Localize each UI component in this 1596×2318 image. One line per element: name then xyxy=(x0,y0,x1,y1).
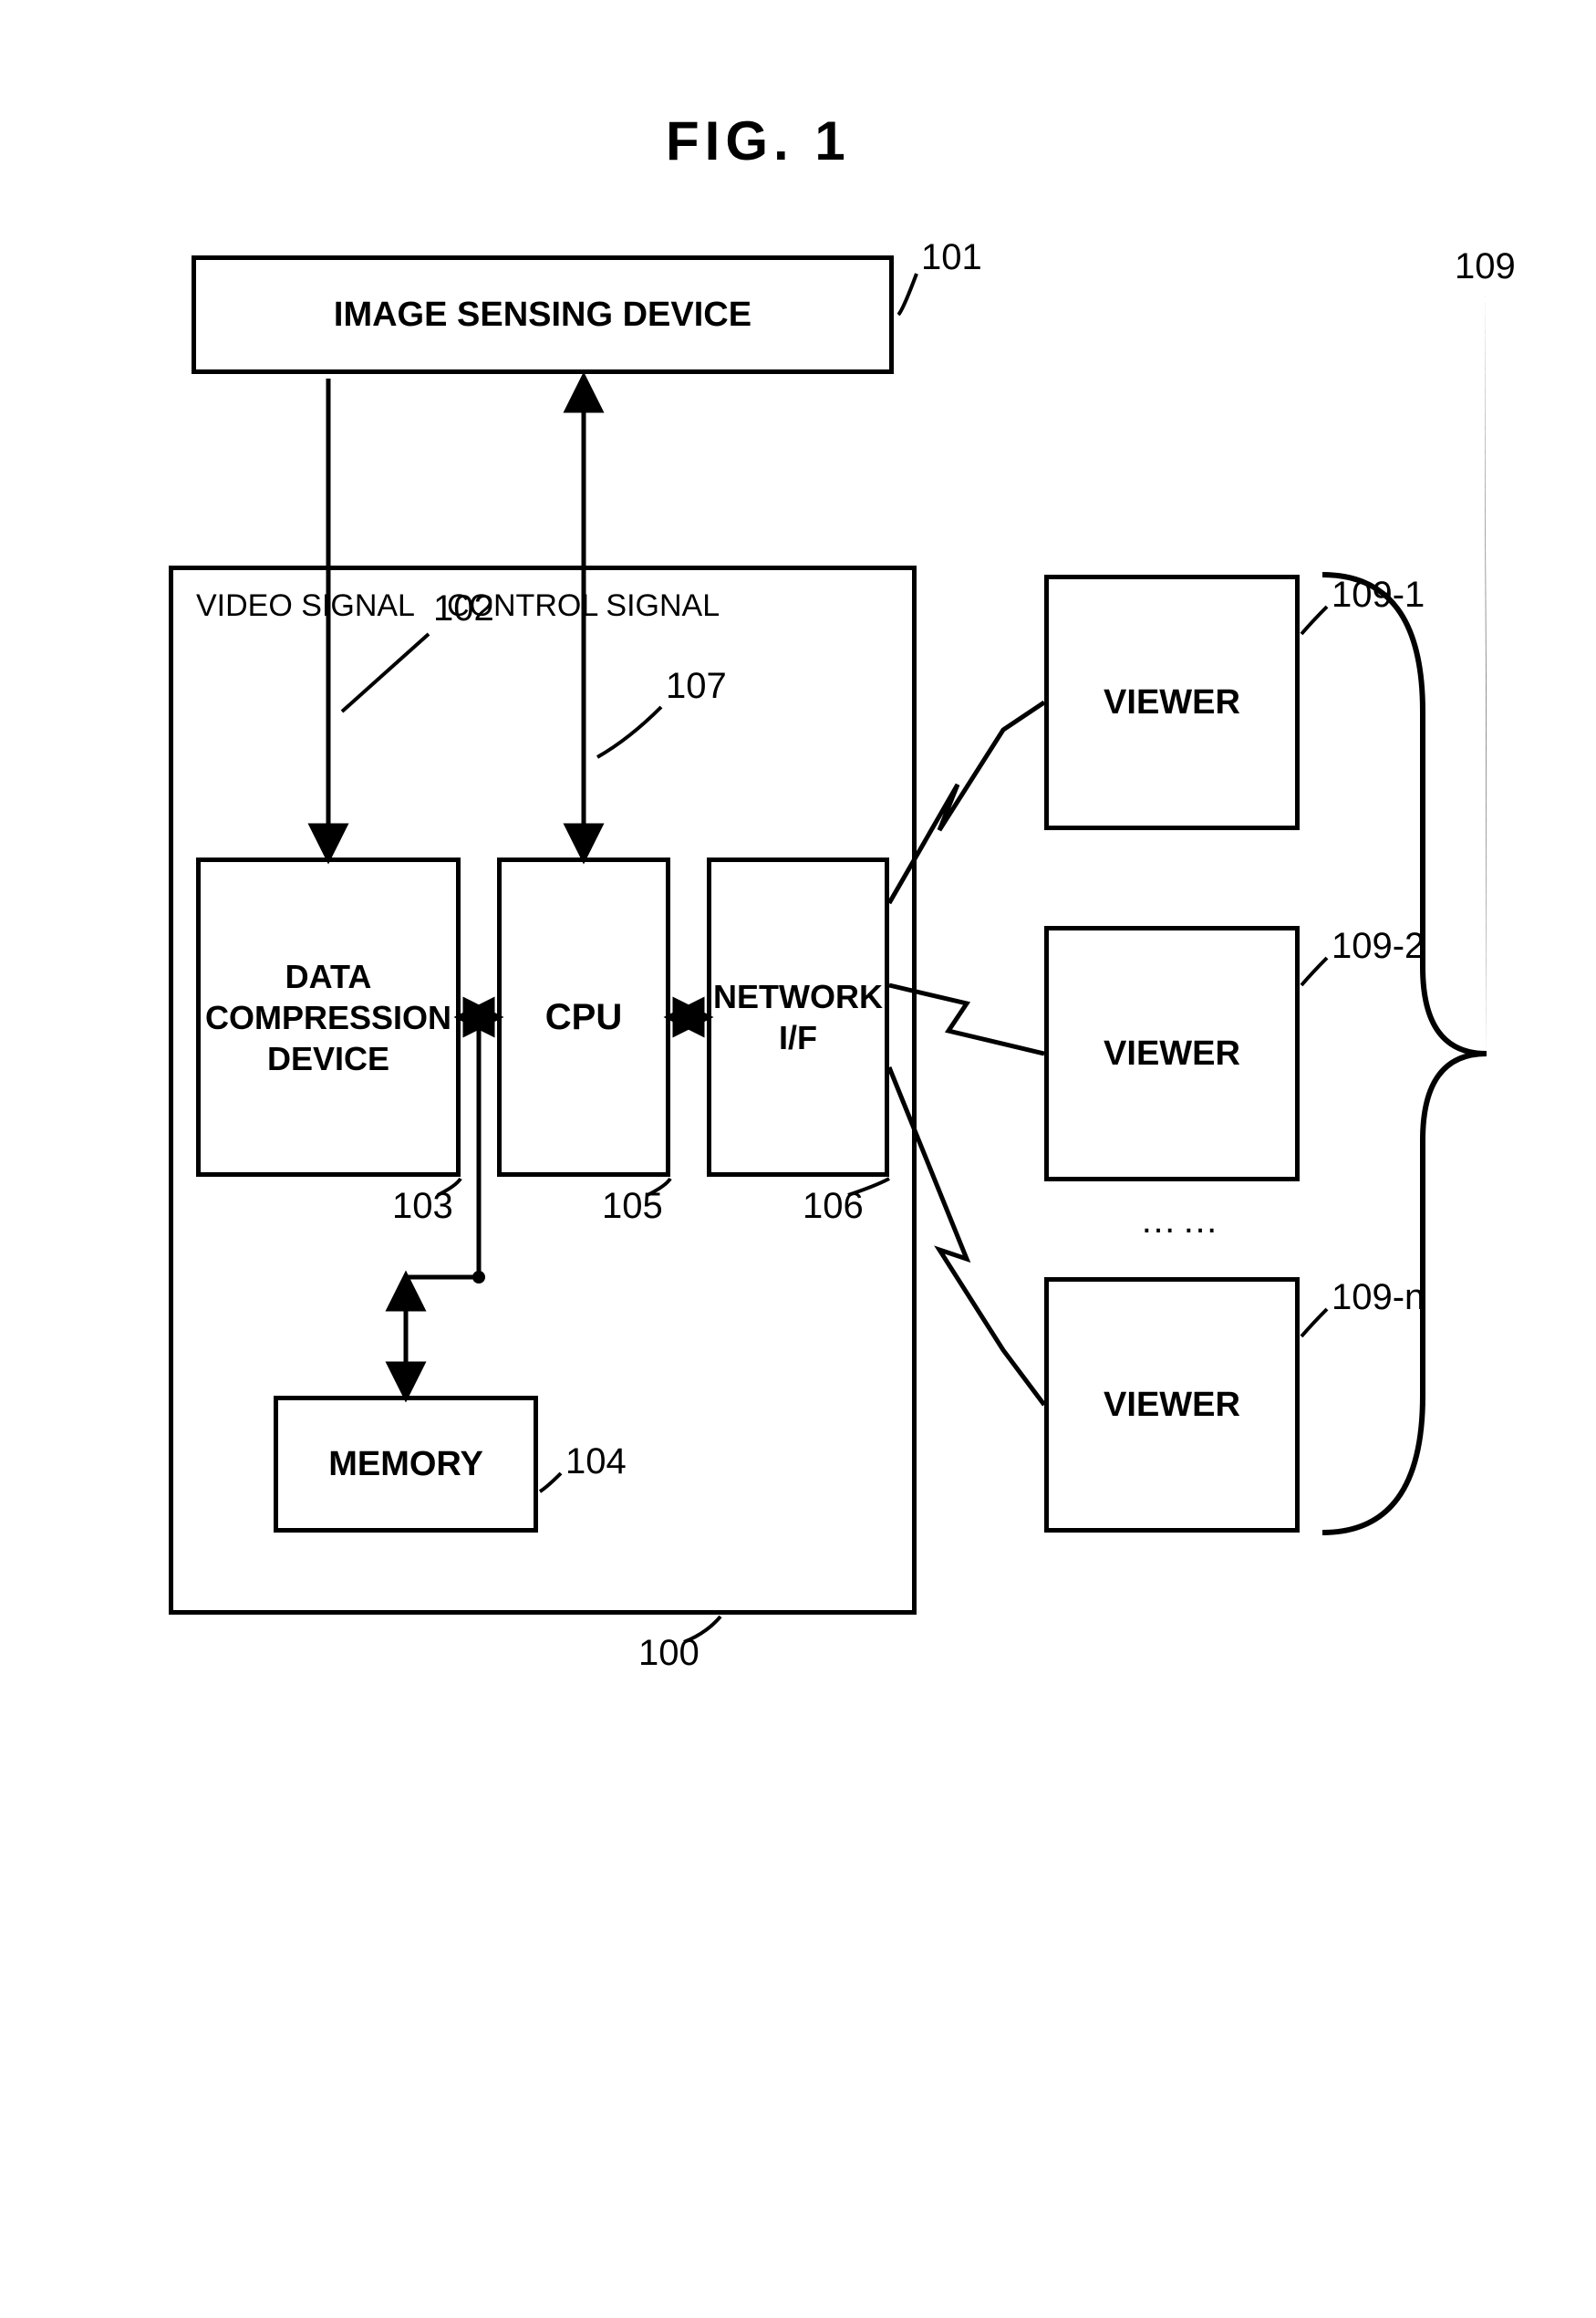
figure-title: FIG. 1 xyxy=(666,109,851,172)
page: FIG. 1 IMAGE SENSING DEVICE 101 100 VIDE… xyxy=(0,0,1596,2318)
image-sensing-device-label: IMAGE SENSING DEVICE xyxy=(334,296,751,335)
viewer-n-label: VIEWER xyxy=(1104,1386,1240,1425)
ref-106: 106 xyxy=(803,1186,864,1227)
cpu-label: CPU xyxy=(545,997,622,1038)
ref-103: 103 xyxy=(392,1186,453,1227)
memory-label: MEMORY xyxy=(328,1445,483,1484)
ref-109-group: 109 xyxy=(1455,246,1516,287)
ref-107: 107 xyxy=(666,666,727,707)
ref-101: 101 xyxy=(921,237,982,278)
viewer-1-label: VIEWER xyxy=(1104,683,1240,722)
data-compression-device-box: DATA COMPRESSION DEVICE xyxy=(196,858,461,1177)
viewer-1-box: VIEWER xyxy=(1044,575,1300,830)
viewer-n-box: VIEWER xyxy=(1044,1277,1300,1533)
ref-105: 105 xyxy=(602,1186,663,1227)
viewer-2-box: VIEWER xyxy=(1044,926,1300,1181)
ref-104: 104 xyxy=(565,1441,627,1482)
ref-109-n: 109-n xyxy=(1332,1277,1425,1318)
cpu-box: CPU xyxy=(497,858,670,1177)
control-signal-label: CONTROL SIGNAL xyxy=(447,588,720,624)
memory-box: MEMORY xyxy=(274,1396,538,1533)
ref-100: 100 xyxy=(638,1633,700,1674)
ref-109-1: 109-1 xyxy=(1332,575,1425,616)
video-signal-label: VIDEO SIGNAL xyxy=(196,588,415,624)
data-compression-device-label: DATA COMPRESSION DEVICE xyxy=(205,956,451,1079)
viewer-2-label: VIEWER xyxy=(1104,1034,1240,1074)
network-if-label: NETWORK I/F xyxy=(713,976,883,1058)
network-if-box: NETWORK I/F xyxy=(707,858,889,1177)
image-sensing-device-box: IMAGE SENSING DEVICE xyxy=(192,255,894,374)
ref-109-2: 109-2 xyxy=(1332,926,1425,967)
viewers-ellipsis: …… xyxy=(1140,1201,1224,1242)
